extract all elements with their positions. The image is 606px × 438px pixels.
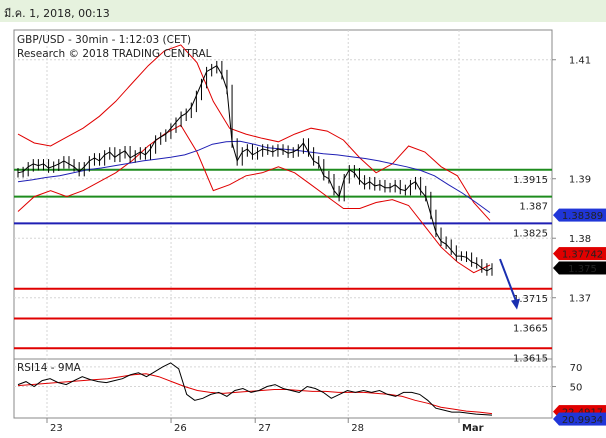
price-line (17, 65, 493, 272)
bollinger-lower-line (17, 124, 491, 274)
price-tag-pointer (553, 261, 559, 275)
level-label: 1.3825 (513, 228, 548, 239)
rsi-series (17, 362, 493, 416)
chart: 1.3915 1.387 1.3825 1.3715 1.3665 1.3615 1.37… (13, 29, 606, 434)
price-tag-box (559, 247, 606, 261)
rsi-label: RSI14 - 9MA (17, 362, 82, 374)
level-label: 1.3615 (513, 353, 548, 364)
chart-subtitle: Research © 2018 TRADING CENTRAL (17, 48, 212, 60)
time-tick-label: 28 (351, 423, 364, 434)
price-tick-label: 1.37 (569, 294, 591, 305)
header-bar: มี.ค. 1, 2018, 00:13 (0, 0, 606, 22)
level-label: 1.387 (519, 202, 548, 213)
time-tick-label: 23 (50, 423, 63, 434)
time-axis: 23 26 27 28 Mar (46, 418, 484, 434)
price-tag-label: 1.37742 (562, 250, 603, 261)
chart-title: GBP/USD - 30min - 1:12:03 (CET) (17, 34, 191, 46)
time-tick-label: 26 (174, 423, 187, 434)
time-tick-label: Mar (462, 423, 484, 434)
levels-layer: 1.3915 1.387 1.3825 1.3715 1.3665 1.3615 (14, 168, 552, 364)
forecast-arrow (499, 258, 520, 310)
price-axis: 1.37 1.38 1.39 1.41 70 50 (552, 56, 591, 394)
forecast-arrow-head (511, 298, 520, 310)
bollinger-upper-line (17, 44, 491, 221)
price-tag-label: 1.38389 (562, 211, 603, 222)
rsi-tag-box (559, 412, 606, 426)
bollinger-bands (17, 44, 491, 274)
price-tick-label: 1.38 (569, 234, 591, 245)
rsi-tick-label: 50 (570, 383, 583, 394)
level-label: 1.3715 (513, 294, 548, 305)
rsi-tag-pointer (553, 412, 559, 426)
forecast-arrow-shaft (499, 258, 518, 304)
grid-layer (14, 30, 552, 418)
time-tick-label: 27 (258, 423, 271, 434)
rsi-tick-label: 70 (570, 363, 583, 374)
price-series (17, 60, 493, 276)
price-tag-pointer (553, 247, 559, 261)
price-panel-frame (13, 29, 553, 360)
price-tick-label: 1.39 (569, 175, 591, 186)
price-tick-label: 1.41 (569, 56, 591, 67)
price-tag-box (559, 208, 606, 222)
header-datetime: มี.ค. 1, 2018, 00:13 (4, 7, 110, 20)
level-label: 1.3915 (513, 175, 548, 186)
level-label: 1.3665 (513, 324, 548, 335)
moving-average-line (17, 140, 491, 214)
price-tag-label: 1.375 (568, 264, 597, 275)
moving-average (17, 140, 491, 214)
price-tag-pointer (553, 208, 559, 222)
rsi-tag-label: 20.9934 (562, 415, 603, 426)
rsi-line (17, 362, 493, 416)
price-tag-box (559, 261, 606, 275)
